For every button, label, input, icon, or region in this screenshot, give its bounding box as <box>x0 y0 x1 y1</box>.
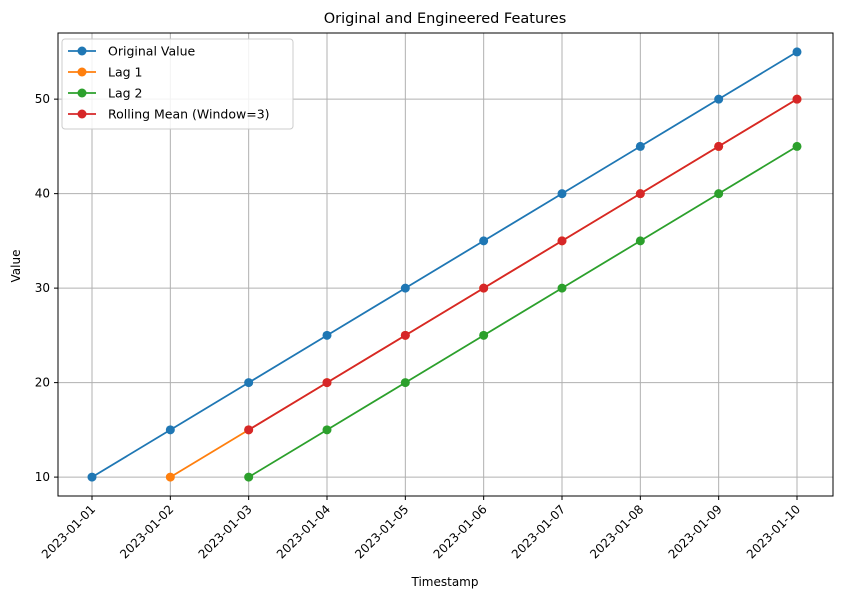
data-point <box>322 330 332 340</box>
legend-item: Lag 2 <box>68 86 143 101</box>
x-axis-label: Timestamp <box>411 575 479 589</box>
series-line <box>248 145 798 478</box>
data-point <box>87 472 97 482</box>
data-point <box>244 425 254 435</box>
chart-title: Original and Engineered Features <box>324 11 567 27</box>
data-point <box>479 330 489 340</box>
legend-label: Lag 2 <box>108 86 143 101</box>
legend-marker <box>77 67 87 77</box>
data-point <box>557 189 567 199</box>
data-point <box>557 283 567 293</box>
legend-item: Rolling Mean (Window=3) <box>68 107 270 122</box>
legend-item: Original Value <box>68 44 196 59</box>
y-tick-label: 20 <box>35 376 50 390</box>
data-point <box>322 425 332 435</box>
legend-marker <box>77 109 87 119</box>
data-point <box>792 47 802 57</box>
data-point <box>165 425 175 435</box>
data-point <box>714 189 724 199</box>
legend-marker <box>77 88 87 98</box>
legend-label: Original Value <box>108 44 196 59</box>
data-point <box>244 378 254 388</box>
series-line <box>91 51 798 478</box>
legend-label: Lag 1 <box>108 65 143 80</box>
plot-frame <box>57 32 834 497</box>
data-point <box>557 236 567 246</box>
legend-box <box>61 38 294 130</box>
data-point <box>322 378 332 388</box>
legend-label: Rolling Mean (Window=3) <box>108 107 270 122</box>
series-line <box>248 98 798 431</box>
y-tick-label: 40 <box>35 187 50 201</box>
axes <box>54 32 834 500</box>
data-point <box>714 141 724 151</box>
y-tick-label: 10 <box>35 470 50 484</box>
series-0 <box>87 47 802 482</box>
data-point <box>479 283 489 293</box>
series-3 <box>244 94 802 435</box>
data-point <box>165 472 175 482</box>
data-point <box>400 283 410 293</box>
y-axis-label: Value <box>9 250 23 283</box>
series-group <box>87 47 802 482</box>
data-point <box>400 330 410 340</box>
data-point <box>635 189 645 199</box>
data-point <box>400 378 410 388</box>
data-point <box>714 94 724 104</box>
y-tick-label: 50 <box>35 92 50 106</box>
data-point <box>635 141 645 151</box>
data-point <box>792 141 802 151</box>
legend-item: Lag 1 <box>68 65 143 80</box>
legend: Original Value Lag 1 Lag 2 Rolling Mean (Wi… <box>61 38 294 130</box>
y-tick-label: 30 <box>35 281 50 295</box>
data-point <box>635 236 645 246</box>
data-point <box>792 94 802 104</box>
series-2 <box>244 141 802 482</box>
data-point <box>479 236 489 246</box>
legend-marker <box>77 46 87 56</box>
data-point <box>244 472 254 482</box>
